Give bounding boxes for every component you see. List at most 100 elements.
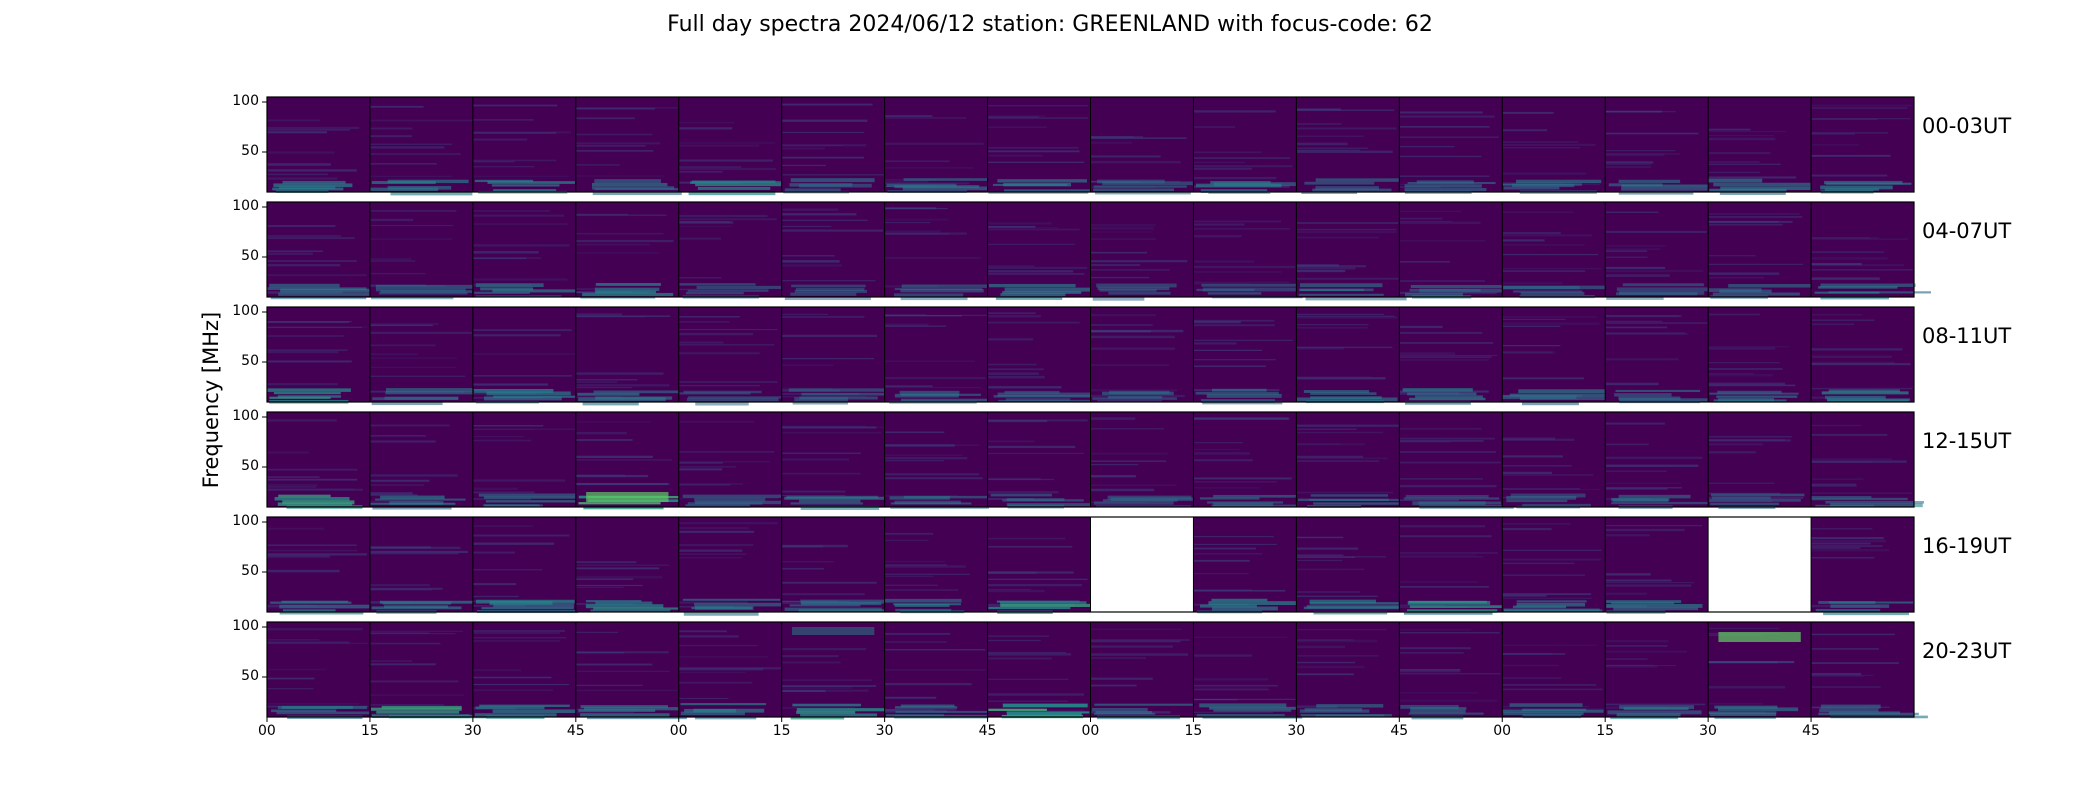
rfi-line <box>987 537 1066 540</box>
rfi-line <box>575 482 670 486</box>
rfi-line <box>575 150 654 152</box>
rfi-line <box>1090 260 1188 263</box>
rfi-line <box>1090 238 1156 240</box>
low-band-emission <box>369 502 456 505</box>
low-band-emission <box>795 287 865 291</box>
low-band-emission <box>1316 704 1384 708</box>
rfi-line <box>1296 327 1368 329</box>
rfi-line <box>1708 347 1776 350</box>
rfi-line <box>267 252 313 255</box>
rfi-line <box>884 589 959 591</box>
low-band-emission <box>1207 501 1284 504</box>
rfi-line <box>884 386 982 389</box>
low-band-emission <box>1005 398 1071 401</box>
low-band-emission <box>899 390 960 395</box>
rfi-line <box>678 288 769 291</box>
rfi-line <box>884 575 934 578</box>
low-band-emission <box>687 502 763 505</box>
rfi-line <box>1605 333 1689 335</box>
rfi-line <box>1605 639 1669 643</box>
low-band-emission <box>796 708 892 712</box>
rfi-line <box>884 230 941 233</box>
rfi-line <box>1811 537 1884 540</box>
low-band-emission <box>1002 703 1088 708</box>
row-label-00-03: 00-03UT <box>1922 114 2012 138</box>
spectra-panel-4-15 <box>1811 517 1914 612</box>
low-band-emission <box>1094 703 1193 706</box>
rfi-line <box>472 118 534 121</box>
rfi-line <box>1399 356 1492 358</box>
low-band-emission <box>1606 604 1703 608</box>
rfi-line <box>1296 123 1342 125</box>
rfi-line <box>1193 711 1273 713</box>
spectra-panel-2-9 <box>1193 307 1297 402</box>
low-band-emission <box>1199 703 1287 708</box>
rfi-line <box>1399 699 1498 702</box>
rfi-line <box>884 207 937 210</box>
rfi-line <box>1605 658 1648 660</box>
rfi-line <box>472 175 569 177</box>
rfi-line <box>1296 424 1399 427</box>
rfi-line <box>1296 665 1365 669</box>
low-band-emission <box>688 192 776 196</box>
spectra-panel-2-6 <box>884 307 988 402</box>
low-band-emission <box>997 179 1087 183</box>
low-band-emission <box>1309 498 1403 501</box>
spectra-panel-4-1 <box>369 517 473 612</box>
low-band-emission <box>1002 499 1084 502</box>
rfi-line <box>267 687 314 690</box>
rfi-line <box>1090 136 1134 138</box>
rfi-line <box>678 167 777 171</box>
rfi-line <box>1811 118 1911 120</box>
spectra-panel-5-1 <box>369 622 473 717</box>
rfi-line <box>1502 522 1571 525</box>
rfi-line <box>1502 345 1561 347</box>
rfi-line <box>472 257 542 259</box>
rfi-line <box>1193 678 1269 681</box>
rfi-line <box>884 117 967 119</box>
y-tick-label: 100 <box>232 93 259 109</box>
rfi-line <box>678 121 734 124</box>
row-label-20-23: 20-23UT <box>1922 639 2012 663</box>
rfi-line <box>987 571 1037 574</box>
spectra-panel-1-6 <box>884 202 988 297</box>
low-band-emission <box>1207 292 1262 295</box>
spectra-panel-1-5 <box>781 202 885 297</box>
rfi-line <box>1399 632 1500 634</box>
rfi-line <box>678 214 768 218</box>
rfi-line <box>1502 325 1561 327</box>
rfi-line <box>678 483 743 485</box>
rfi-line <box>369 550 468 554</box>
rfi-line <box>1193 442 1243 444</box>
low-band-emission <box>884 598 962 603</box>
rfi-line <box>267 677 315 680</box>
low-band-emission <box>1201 283 1300 287</box>
rfi-line <box>369 146 445 149</box>
spectra-panel-1-7 <box>987 202 1091 297</box>
rfi-line <box>472 159 557 162</box>
spectra-panel-0-0 <box>267 97 370 192</box>
rfi-line <box>267 237 355 240</box>
rfi-line <box>267 488 363 491</box>
rfi-line <box>1193 235 1242 238</box>
rfi-line <box>1605 665 1658 668</box>
low-band-emission <box>1827 399 1909 402</box>
rfi-line <box>1502 471 1553 475</box>
rfi-line <box>987 161 1085 163</box>
low-band-emission <box>1829 601 1914 604</box>
rfi-line <box>781 358 875 360</box>
rfi-line <box>1708 161 1760 163</box>
low-band-emission <box>1408 600 1487 604</box>
rfi-line <box>472 244 570 247</box>
rfi-line <box>472 166 535 168</box>
rfi-line <box>678 127 733 130</box>
low-band-emission <box>1520 291 1585 296</box>
spectra-panel-0-6 <box>884 97 988 192</box>
rfi-line <box>1811 458 1892 461</box>
low-band-emission <box>1825 182 1912 185</box>
rfi-line <box>267 451 309 454</box>
low-band-emission <box>790 716 845 720</box>
rfi-line <box>1399 441 1451 443</box>
rfi-line <box>1811 674 1874 676</box>
rfi-line <box>987 126 1047 129</box>
